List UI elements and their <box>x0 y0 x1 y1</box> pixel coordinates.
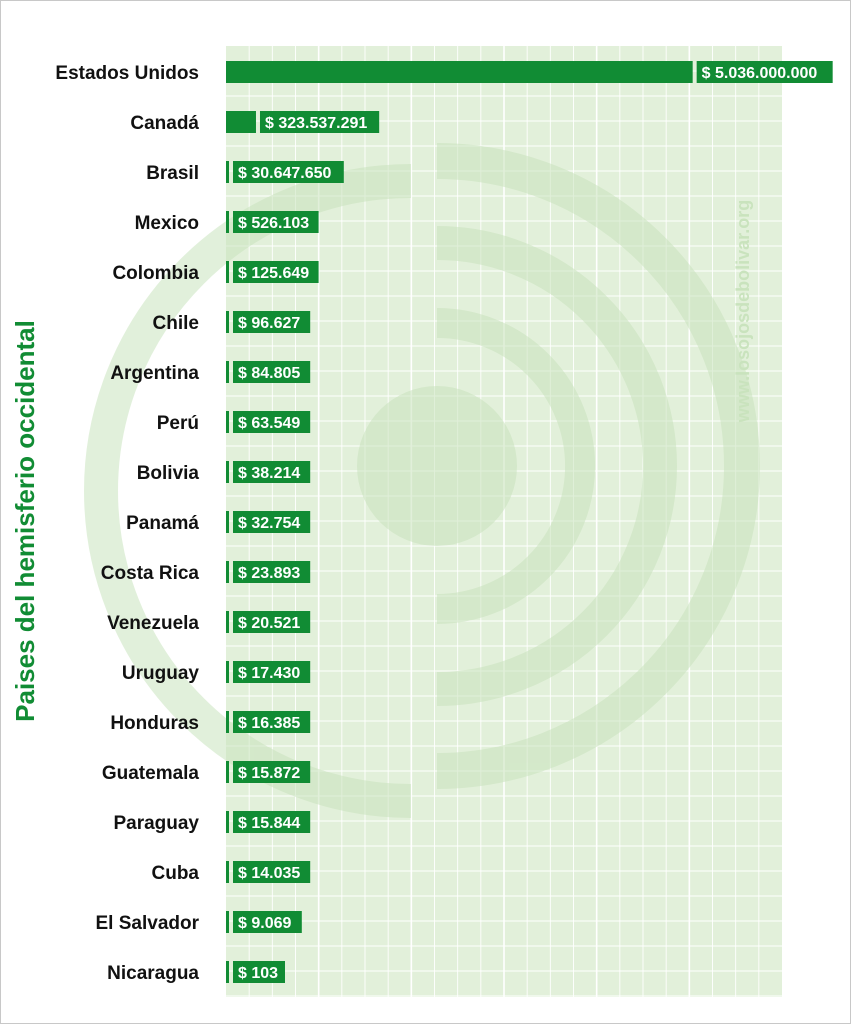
data-label-box <box>233 711 311 733</box>
data-label: $ 16.385 <box>238 715 300 732</box>
data-label-box <box>233 811 311 833</box>
data-label-box <box>259 111 380 133</box>
data-label: $ 96.627 <box>238 315 300 332</box>
category-label: Perú <box>157 413 199 434</box>
bar <box>226 161 229 183</box>
bar <box>226 761 229 783</box>
watermark-ring-inner <box>436 308 595 624</box>
data-label-box <box>233 211 319 233</box>
data-label: $ 5.036.000.000 <box>702 65 818 82</box>
watermark-core <box>357 386 517 546</box>
bar <box>226 661 229 683</box>
data-label-box <box>233 411 311 433</box>
bar <box>226 961 229 983</box>
data-label: $ 323.537.291 <box>265 115 367 132</box>
category-label: Colombia <box>112 263 199 284</box>
data-label: $ 15.844 <box>238 815 300 832</box>
bars: $ 5.036.000.000 $ 323.537.291 $ 30.647.650… <box>226 61 833 983</box>
bar <box>226 311 229 333</box>
data-label-box <box>233 561 311 583</box>
data-label: $ 526.103 <box>238 215 309 232</box>
bar <box>226 911 229 933</box>
data-label: $ 84.805 <box>238 365 300 382</box>
category-label: Argentina <box>110 363 199 384</box>
data-label: $ 15.872 <box>238 765 300 782</box>
bar <box>226 561 229 583</box>
data-label-box <box>233 611 311 633</box>
bar <box>226 411 229 433</box>
category-label: Nicaragua <box>107 963 199 984</box>
data-label-box <box>233 861 311 883</box>
category-label: Canadá <box>130 113 199 134</box>
category-label: Uruguay <box>122 663 200 684</box>
y-axis-title: Paises del hemisferio occidental <box>10 320 40 722</box>
watermark-ring-middle <box>436 226 677 706</box>
category-label: Estados Unidos <box>55 63 199 84</box>
data-label: $ 14.035 <box>238 865 300 882</box>
data-label: $ 38.214 <box>238 465 300 482</box>
bar <box>226 361 229 383</box>
category-label: Cuba <box>152 863 200 884</box>
data-label: $ 9.069 <box>238 915 291 932</box>
data-label-box <box>233 461 311 483</box>
category-label: Mexico <box>135 213 199 234</box>
data-label: $ 23.893 <box>238 565 300 582</box>
category-label: Guatemala <box>102 763 200 784</box>
data-label: $ 32.754 <box>238 515 300 532</box>
data-label: $ 20.521 <box>238 615 300 632</box>
category-label: Venezuela <box>107 613 199 634</box>
data-label: $ 125.649 <box>238 265 309 282</box>
data-label-box <box>233 661 311 683</box>
data-label-box <box>233 361 311 383</box>
category-label: Brasil <box>146 163 199 184</box>
data-label-box <box>233 261 319 283</box>
bar <box>226 811 229 833</box>
category-label: Chile <box>153 313 199 334</box>
data-label-box <box>233 161 344 183</box>
category-label: Bolivia <box>137 463 200 484</box>
category-label: Paraguay <box>113 813 199 834</box>
watermark-ring-outer <box>436 143 760 789</box>
data-label: $ 103 <box>238 965 278 982</box>
category-label: Panamá <box>126 513 199 534</box>
data-label-box <box>233 961 285 983</box>
bar <box>226 611 229 633</box>
data-label-box <box>233 511 311 533</box>
bar <box>226 111 256 133</box>
category-label: Costa Rica <box>101 563 200 584</box>
bar <box>226 711 229 733</box>
data-label-box <box>233 911 302 933</box>
data-label: $ 30.647.650 <box>238 165 332 182</box>
data-label-box <box>233 761 311 783</box>
category-label: El Salvador <box>96 913 200 934</box>
watermark-text: www.losojosdebolivar.org <box>733 200 753 423</box>
bar <box>226 861 229 883</box>
bar <box>226 511 229 533</box>
category-labels: Estados Unidos Canadá Brasil Mexico Colombia… <box>55 63 199 984</box>
bar <box>226 61 693 83</box>
bar <box>226 211 229 233</box>
bar <box>226 261 229 283</box>
data-label: $ 17.430 <box>238 665 300 682</box>
category-label: Honduras <box>110 713 199 734</box>
data-label: $ 63.549 <box>238 415 300 432</box>
bar <box>226 461 229 483</box>
data-label-box <box>696 61 833 83</box>
data-label-box <box>233 311 311 333</box>
